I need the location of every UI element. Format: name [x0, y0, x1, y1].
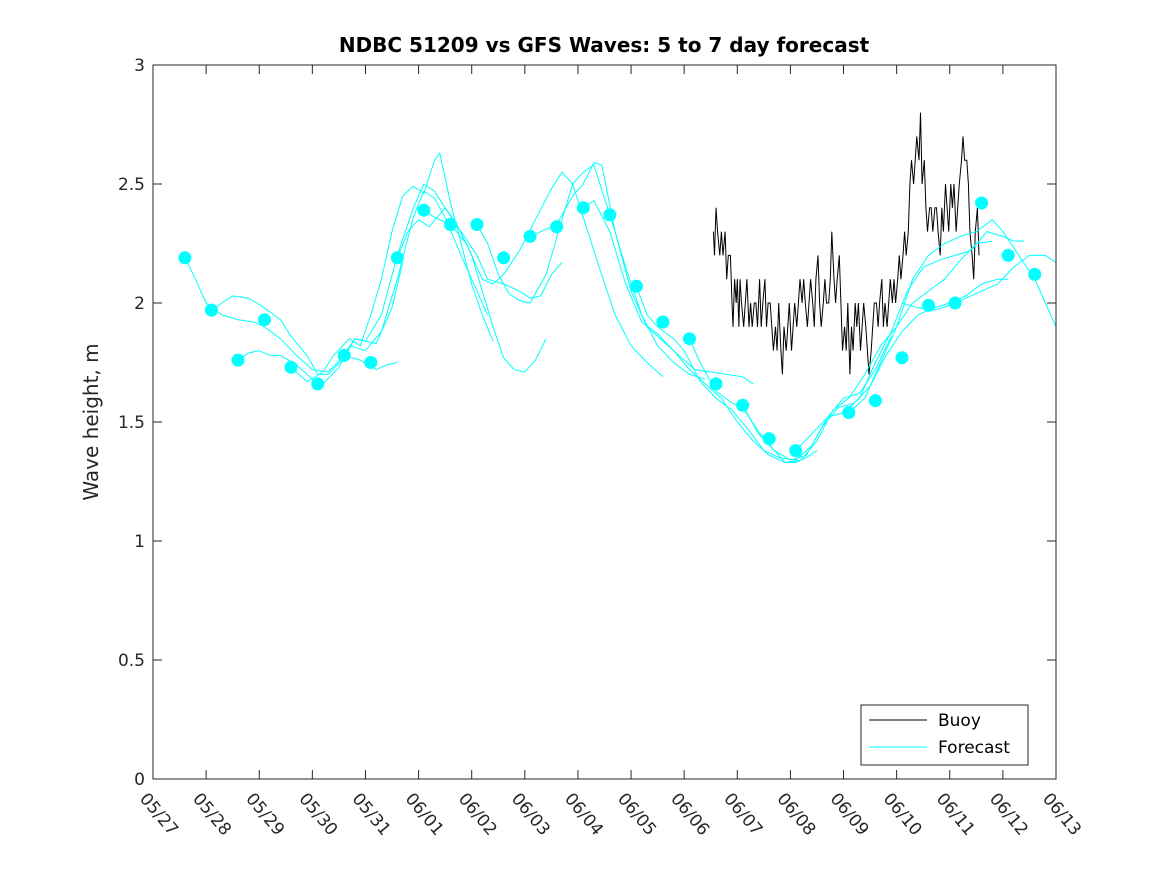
forecast-point: [683, 332, 696, 346]
x-tick-label: 05/28: [188, 789, 235, 839]
axes-background: [153, 65, 1056, 779]
legend-box: [860, 704, 1029, 766]
y-tick-label: 2.5: [118, 175, 145, 195]
forecast-series-line: [583, 199, 818, 463]
forecast-point: [258, 313, 271, 327]
forecast-point: [895, 351, 909, 365]
x-tick-label: 06/11: [932, 789, 979, 839]
forecast-series-line: [795, 231, 1025, 451]
x-tick-label: 05/29: [241, 789, 288, 839]
forecast-series-line: [742, 278, 1009, 461]
forecast-point: [948, 296, 962, 310]
x-tick-label: 06/13: [1038, 789, 1085, 839]
forecast-series-line: [396, 206, 547, 373]
forecast-point: [390, 251, 404, 265]
series-layer: [178, 112, 1057, 464]
forecast-point: [762, 432, 776, 446]
forecast-point: [603, 208, 617, 222]
forecast-point: [284, 360, 298, 374]
buoy-series-line: [712, 112, 980, 375]
forecast-series-line: [290, 151, 494, 383]
forecast-point: [1028, 267, 1042, 281]
forecast-point: [523, 229, 537, 243]
forecast-series-line: [529, 161, 754, 385]
forecast-point: [417, 203, 431, 217]
forecast-series-line: [476, 164, 706, 380]
forecast-series-line: [689, 240, 993, 464]
x-tick-label: 06/07: [719, 789, 766, 839]
forecast-point: [629, 279, 643, 293]
x-tick-label: 05/30: [295, 789, 342, 839]
y-tick-label: 2: [134, 294, 145, 314]
x-tick-label: 06/05: [613, 789, 660, 839]
forecast-point: [470, 218, 484, 231]
x-tick-label: 06/02: [454, 789, 501, 839]
forecast-point: [656, 315, 670, 329]
y-axis-label: Wave height, m: [79, 343, 103, 500]
chart-title: NDBC 51209 vs GFS Waves: 5 to 7 day fore…: [339, 33, 870, 57]
x-tick-label: 06/06: [666, 789, 713, 839]
forecast-series-line: [237, 190, 489, 385]
x-tick-label: 06/01: [401, 789, 448, 839]
forecast-series-line: [423, 171, 664, 378]
forecast-point: [497, 251, 511, 265]
forecast-series-line: [635, 286, 892, 461]
forecast-point: [736, 398, 750, 412]
forecast-point: [231, 353, 245, 367]
forecast-point: [842, 406, 856, 419]
x-tick-label: 06/10: [879, 789, 926, 839]
x-tick-label: 05/31: [348, 789, 395, 839]
forecast-point: [444, 218, 457, 231]
x-tick-label: 06/08: [773, 789, 820, 839]
forecast-point: [204, 303, 218, 317]
legend-buoy-label: Buoy: [938, 711, 981, 731]
y-tick-label: 1: [134, 532, 145, 552]
forecast-point: [576, 201, 590, 215]
y-tick-label: 0.5: [118, 651, 145, 671]
legend: Buoy Forecast: [860, 704, 1029, 766]
x-tick-label: 06/04: [560, 789, 607, 839]
forecast-point: [364, 356, 378, 369]
x-tick-label: 05/27: [135, 789, 182, 839]
x-tick-label: 06/03: [507, 789, 554, 839]
forecast-point: [1001, 248, 1015, 262]
forecast-point: [709, 377, 723, 391]
x-tick-label: 06/12: [985, 789, 1032, 839]
forecast-point: [868, 394, 882, 408]
forecast-point: [337, 348, 351, 362]
y-tick-label: 0: [134, 770, 145, 790]
forecast-series-line: [211, 262, 404, 375]
x-tick-label: 06/09: [826, 789, 873, 839]
legend-forecast-label: Forecast: [938, 738, 1010, 758]
forecast-point: [311, 377, 325, 391]
forecast-point: [789, 444, 803, 458]
forecast-point: [178, 251, 192, 265]
forecast-point: [550, 220, 564, 234]
forecast-point: [922, 298, 935, 312]
y-tick-label: 3: [134, 56, 145, 76]
forecast-point: [975, 196, 989, 210]
y-tick-label: 1.5: [118, 413, 145, 433]
